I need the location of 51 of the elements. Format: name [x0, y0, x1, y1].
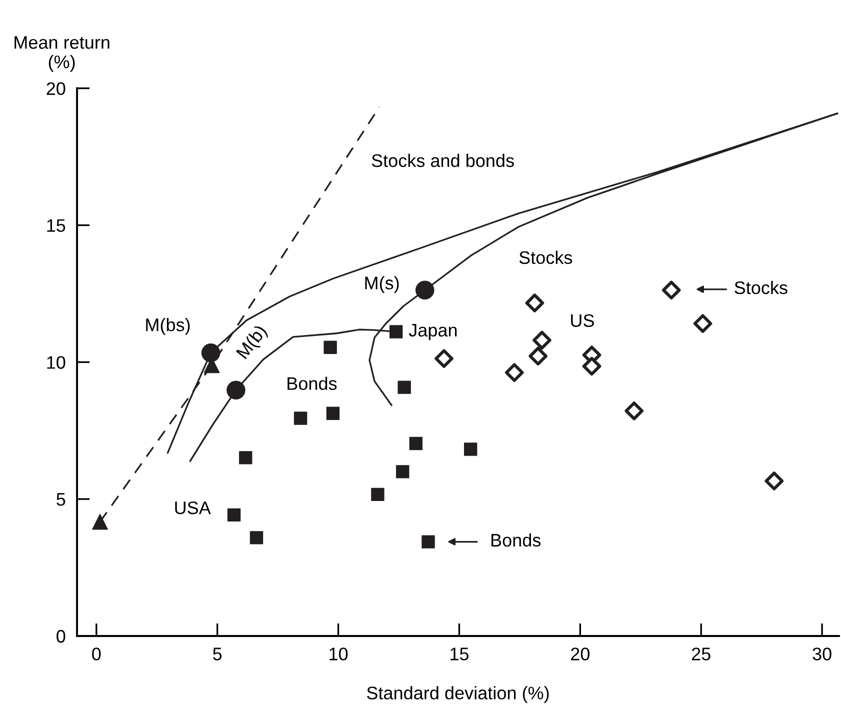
point: [294, 412, 308, 425]
annotation: Japan: [408, 324, 457, 340]
point: [324, 340, 337, 354]
x-tick-label: 25: [692, 648, 710, 660]
x-tick-label: 30: [812, 648, 832, 660]
x-axis-title: Standard deviation (%): [367, 686, 549, 703]
x-tick-label: 10: [330, 648, 348, 660]
annotation: Bonds: [491, 533, 541, 547]
point: [398, 380, 411, 394]
point: [582, 356, 602, 376]
annotation: USA: [175, 501, 211, 514]
y-tick-label: 10: [47, 356, 66, 369]
annotation: Bonds: [288, 376, 337, 390]
point: [371, 488, 384, 502]
annotation: Stocks: [734, 280, 788, 294]
point: [389, 325, 403, 338]
point: [528, 346, 548, 366]
point: [764, 472, 784, 490]
x-tick-label: 0: [92, 648, 101, 660]
point: [396, 465, 410, 478]
y-axis-title: Mean return (%): [14, 36, 110, 72]
point: [201, 343, 220, 362]
y-tick-label: 0: [56, 630, 66, 643]
annotation: M(s): [365, 276, 399, 293]
point: [532, 330, 552, 350]
annotation: Stocks and bonds: [372, 154, 514, 168]
y-tick-label: 20: [46, 82, 66, 95]
point: [464, 442, 478, 456]
point: [693, 314, 712, 333]
x-tick-label: 15: [450, 648, 469, 660]
y-tick-label: 5: [56, 493, 66, 506]
point: [422, 535, 435, 548]
point: [239, 451, 252, 464]
point: [250, 531, 264, 544]
point: [92, 514, 108, 530]
point: [227, 508, 241, 522]
point: [409, 436, 423, 450]
point: [434, 349, 454, 368]
point: [326, 406, 340, 420]
point: [226, 380, 246, 400]
annotation: US: [571, 314, 594, 327]
x-tick-label: 5: [213, 648, 222, 660]
x-tick-label: 20: [571, 648, 590, 660]
point: [504, 363, 524, 382]
point: [662, 280, 681, 300]
annotation: Stocks: [519, 250, 572, 264]
y-tick-label: 15: [47, 219, 66, 232]
annotation: M(bs): [146, 318, 190, 335]
point: [415, 280, 434, 300]
point: [525, 294, 544, 312]
point: [624, 401, 644, 420]
